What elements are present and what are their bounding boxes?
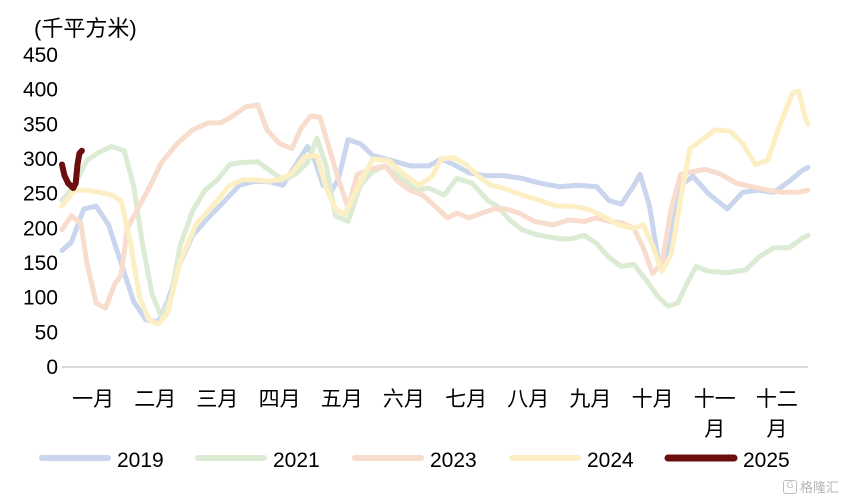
y-axis-ticks: 0 50 100 150 200 250 300 350 400 450 <box>23 44 58 379</box>
x-tick-label: 月 <box>704 418 725 441</box>
series-lines <box>59 88 811 327</box>
x-tick-label: 八月 <box>507 388 549 411</box>
x-tick-label: 二月 <box>134 388 176 411</box>
series-line-2024 <box>59 88 811 327</box>
y-tick-label: 100 <box>23 287 58 310</box>
watermark-text: 格隆汇 <box>799 481 839 496</box>
legend-label-2019: 2019 <box>117 449 164 472</box>
watermark-logo-icon: G <box>782 479 797 494</box>
y-tick-label: 200 <box>23 217 58 240</box>
series-line-2025 <box>59 147 85 192</box>
legend-label-2023: 2023 <box>430 449 477 472</box>
x-tick-label: 十二 <box>756 388 798 411</box>
x-tick-label: 七月 <box>445 388 487 411</box>
y-axis-unit-label: (千平方米) <box>34 16 137 41</box>
series-line-2023 <box>59 102 811 311</box>
x-tick-label: 四月 <box>259 388 301 411</box>
x-tick-label: 一月 <box>72 388 114 411</box>
x-tick-label: 六月 <box>383 388 425 411</box>
y-tick-label: 0 <box>46 356 58 379</box>
y-tick-label: 250 <box>23 183 58 206</box>
legend-label-2025: 2025 <box>743 449 790 472</box>
x-tick-label: 九月 <box>569 388 611 411</box>
x-tick-label: 十月 <box>632 388 674 411</box>
legend-label-2024: 2024 <box>587 449 634 472</box>
legend: 2019 2021 2023 2024 2025 <box>39 449 790 472</box>
y-tick-label: 300 <box>23 148 58 171</box>
y-tick-label: 150 <box>23 252 58 275</box>
watermark: G 格隆汇 <box>782 477 839 496</box>
y-tick-label: 450 <box>23 44 58 67</box>
x-tick-label: 五月 <box>321 388 363 411</box>
x-tick-label: 十一 <box>694 388 736 411</box>
x-tick-label: 月 <box>766 418 787 441</box>
y-tick-label: 350 <box>23 113 58 136</box>
y-tick-label: 400 <box>23 79 58 102</box>
x-axis-ticks: 一月 二月 三月 四月 五月 六月 七月 八月 九月 十月 十一月 十二月 <box>72 388 798 441</box>
legend-label-2021: 2021 <box>273 449 320 472</box>
x-tick-label: 三月 <box>196 388 238 411</box>
y-tick-label: 50 <box>35 321 58 344</box>
